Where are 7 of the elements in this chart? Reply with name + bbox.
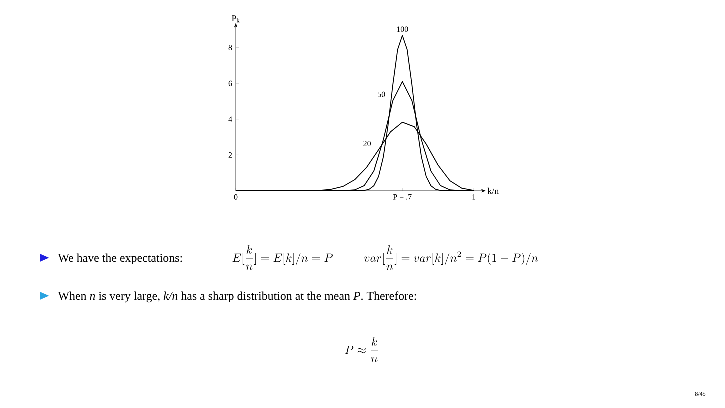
y-axis-title: P$_{k}$ [232,16,240,23]
text: When n is very large, k/n has a sharp distribution at the mean P. Therefore: [58,292,416,303]
x-axis-title: k/n [488,188,499,194]
text: $P \approx \frac{k}{n}$ [345,338,378,362]
text: $E[\frac{k}{n}] = E[k]/n = P$ [232,246,333,270]
text: $var[\frac{k}{n}] = var[k]/n^2 = P(1-P)/n$ [364,246,538,270]
text: We have the expectations: [58,254,182,265]
